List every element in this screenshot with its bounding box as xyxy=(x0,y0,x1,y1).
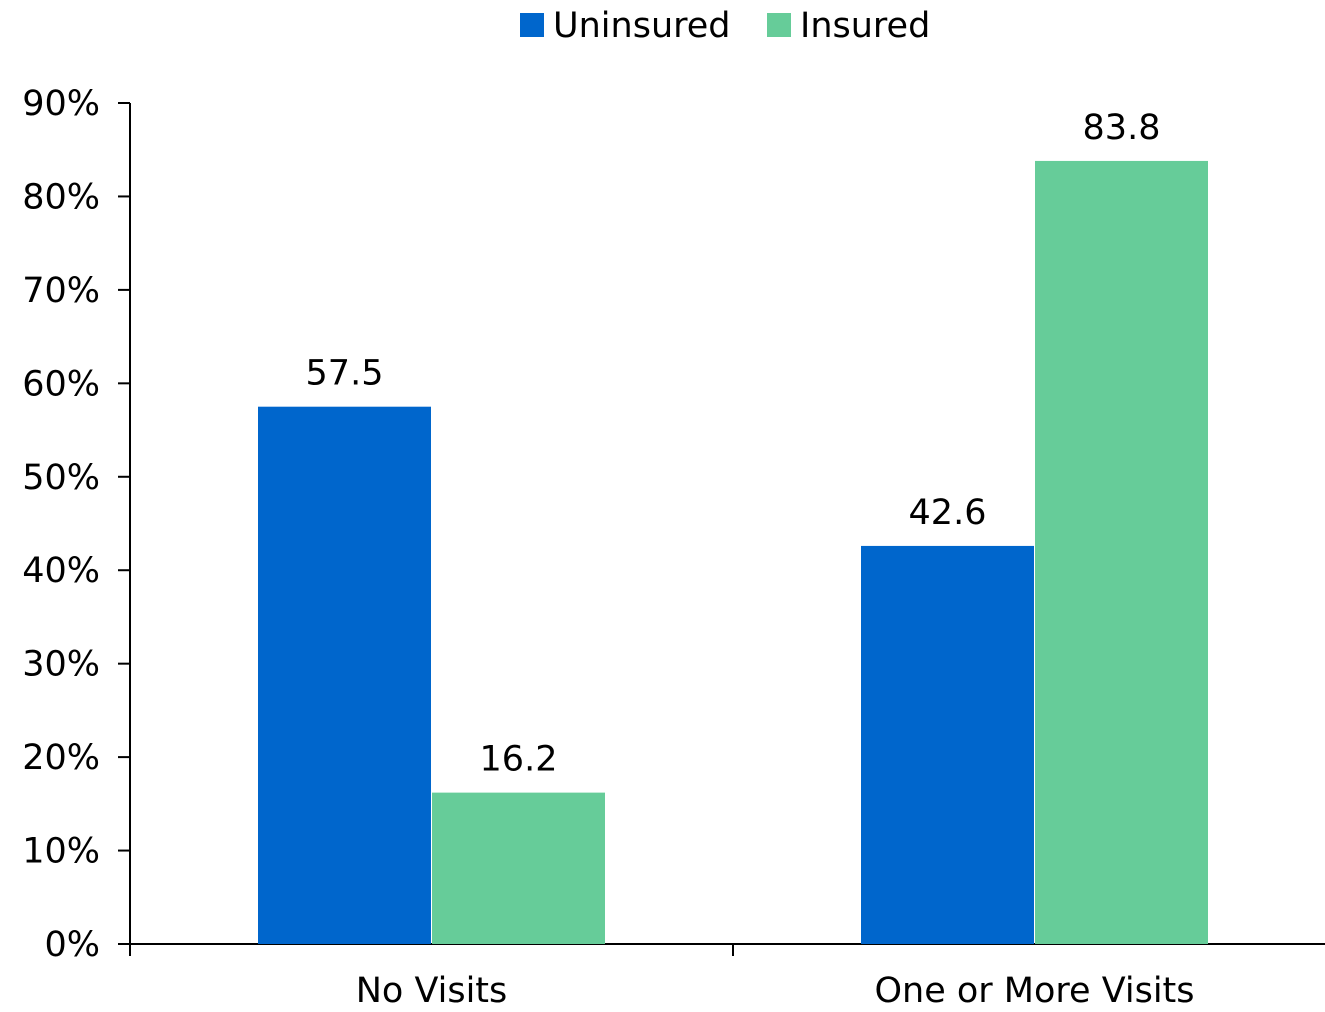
bar-insured-1 xyxy=(432,792,605,944)
y-tick-label: 40% xyxy=(22,551,100,591)
y-tick-label: 30% xyxy=(22,645,100,685)
y-axis: 0% 10% 20% 30% 40% 50% 60% 70% 80% 90% xyxy=(22,84,131,965)
legend-label-uninsured: Uninsured xyxy=(553,6,731,46)
x-tick-label: No Visits xyxy=(356,971,508,1008)
data-labels: 57.5 42.6 16.2 83.8 xyxy=(306,108,1161,780)
bar-uninsured-2 xyxy=(861,545,1034,944)
legend-label-insured: Insured xyxy=(800,6,930,46)
y-tick-label: 70% xyxy=(22,271,100,311)
y-tick-label: 60% xyxy=(22,364,100,404)
data-label: 16.2 xyxy=(480,740,558,780)
x-tick-label: One or More Visits xyxy=(874,971,1194,1008)
legend: Uninsured Insured xyxy=(520,6,930,46)
y-tick-label: 90% xyxy=(22,84,100,124)
bar-uninsured-1 xyxy=(258,406,431,944)
y-tick-label: 20% xyxy=(22,738,100,778)
legend-swatch-uninsured xyxy=(520,13,544,37)
data-label: 42.6 xyxy=(909,493,987,533)
legend-swatch-insured xyxy=(767,13,791,37)
bar-insured-2 xyxy=(1035,160,1208,945)
y-tick-label: 50% xyxy=(22,458,100,498)
y-tick-label: 80% xyxy=(22,177,100,217)
data-label: 57.5 xyxy=(306,354,384,394)
x-axis: No Visits One or More Visits xyxy=(130,943,1325,1011)
y-tick-label: 10% xyxy=(22,832,100,872)
bars xyxy=(258,160,1208,945)
data-label: 83.8 xyxy=(1083,108,1161,148)
y-tick-label: 0% xyxy=(44,925,100,965)
